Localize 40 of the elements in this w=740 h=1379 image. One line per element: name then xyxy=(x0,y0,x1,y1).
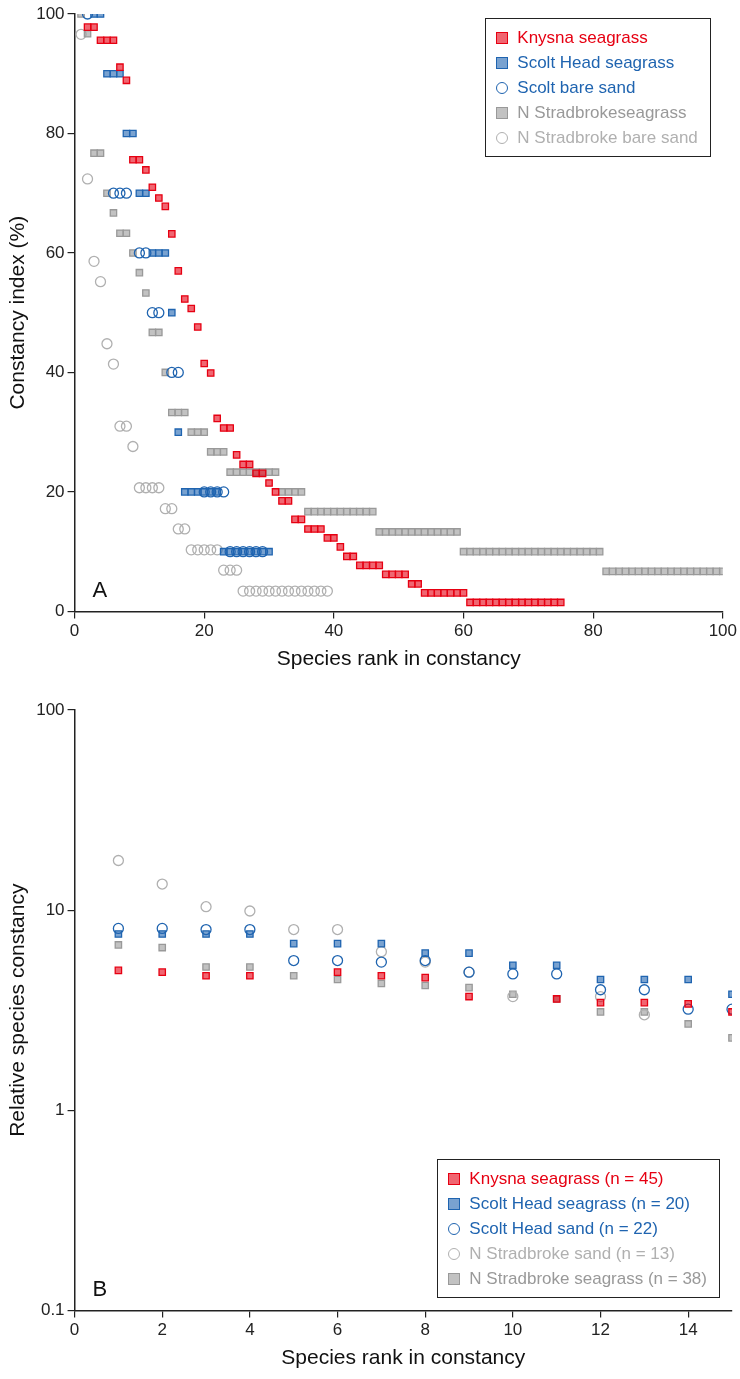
annotation: A xyxy=(92,577,108,603)
x-tick-label: 60 xyxy=(454,621,473,641)
legend-label: Knysna seagrass xyxy=(516,27,649,49)
y-tick-label: 10 xyxy=(45,899,65,919)
x-tick-label: 0 xyxy=(69,621,80,641)
x-tick-label: 6 xyxy=(332,1320,343,1340)
x-tick-label: 10 xyxy=(503,1320,523,1340)
y-tick-label: 100 xyxy=(36,3,65,23)
legend-label: N Stradbrokeseagrass xyxy=(516,102,688,124)
legend-label: Scolt Head sand (n = 22) xyxy=(468,1218,659,1241)
y-tick-label: 60 xyxy=(45,242,65,262)
y-tick-label: 100 xyxy=(36,699,65,719)
legend-label: Knysna seagrass (n = 45) xyxy=(468,1168,665,1191)
x-tick-label: 100 xyxy=(708,621,738,641)
annotation: B xyxy=(92,1276,108,1302)
x-tick-label: 8 xyxy=(420,1320,430,1340)
legend-label: Scolt Head seagrass (n = 20) xyxy=(468,1193,691,1216)
x-tick-label: 80 xyxy=(583,621,603,641)
y-tick-label: 0.1 xyxy=(40,1300,65,1320)
y-axis-title: Constancy index (%) xyxy=(5,215,29,410)
y-tick-label: 80 xyxy=(45,123,65,143)
x-tick-label: 40 xyxy=(324,621,344,641)
y-tick-label: 40 xyxy=(45,362,65,382)
x-tick-label: 12 xyxy=(591,1320,610,1340)
legend-label: Scolt Head seagrass xyxy=(516,52,676,74)
y-axis-title: Relative species constancy xyxy=(5,883,29,1137)
legend-label: N Stradbroke bare sand xyxy=(516,127,698,149)
legend-label: N Stradbroke sand (n = 13) xyxy=(468,1243,676,1266)
legend-label: Scolt bare sand xyxy=(516,77,637,99)
legend-label: N Stradbroke seagrass (n = 38) xyxy=(468,1268,707,1291)
y-tick-label: 20 xyxy=(45,481,65,501)
x-axis-title: Species rank in constancy xyxy=(281,1345,526,1369)
y-tick-label: 1 xyxy=(55,1099,65,1119)
x-tick-label: 20 xyxy=(194,621,214,641)
x-axis-title: Species rank in constancy xyxy=(276,646,522,670)
x-tick-label: 4 xyxy=(245,1320,255,1340)
x-tick-label: 0 xyxy=(69,1320,80,1340)
x-tick-label: 14 xyxy=(678,1320,698,1340)
y-tick-label: 0 xyxy=(55,601,65,621)
x-tick-label: 2 xyxy=(157,1320,167,1340)
